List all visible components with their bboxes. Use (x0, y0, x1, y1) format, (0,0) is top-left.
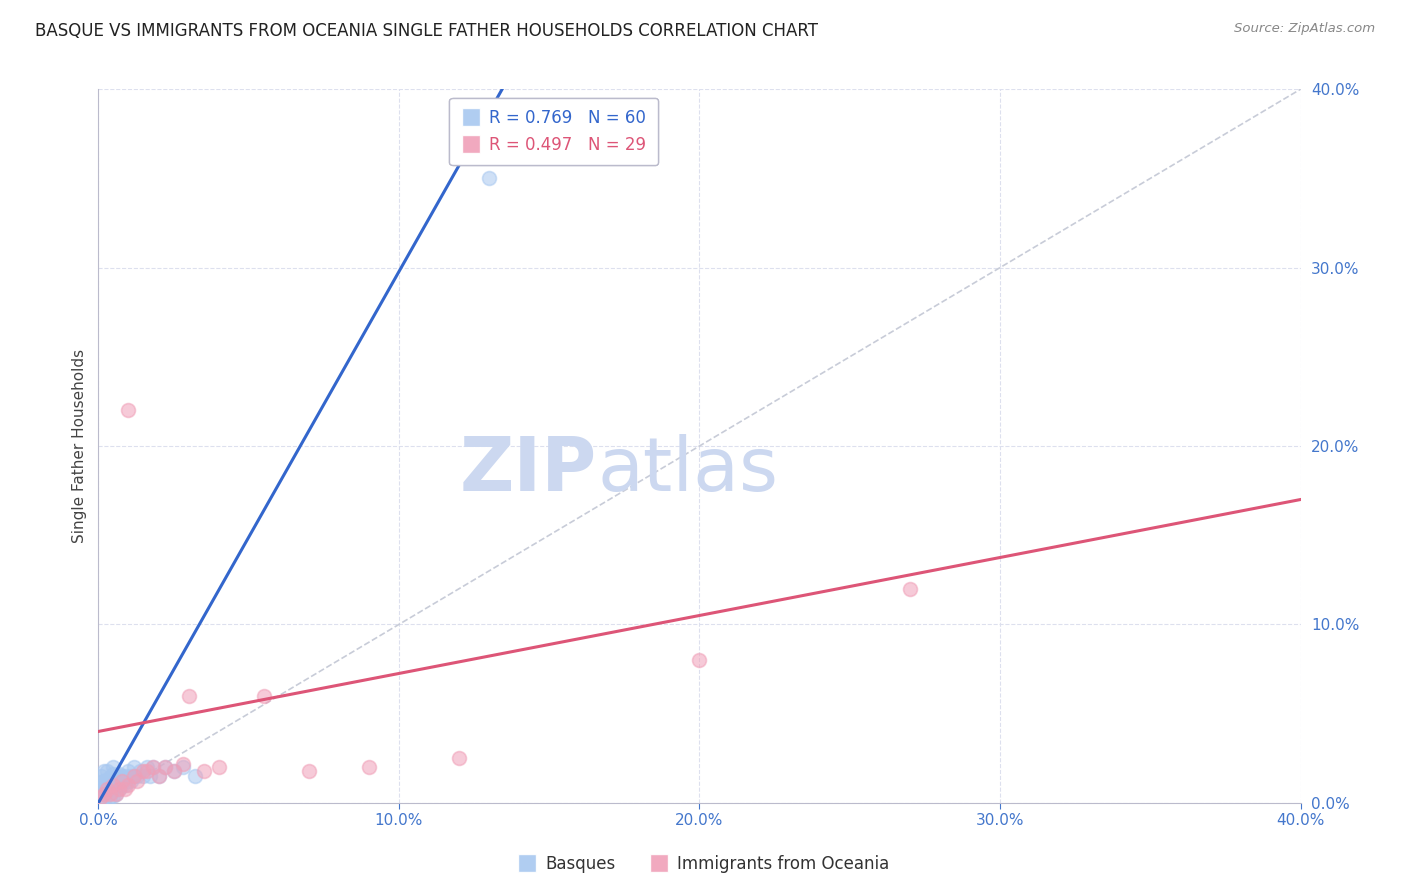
Point (124, 769, 146, 783)
Point (105, 780, 128, 794)
Point (162, 764, 184, 778)
Point (135, 760, 157, 774)
Point (97, 785, 120, 799)
Text: ZIP: ZIP (460, 434, 598, 508)
Point (117, 774, 139, 789)
Point (108, 774, 131, 789)
Point (91, 774, 114, 789)
Point (298, 764, 321, 778)
Point (117, 778, 139, 792)
Point (127, 774, 149, 789)
Text: atlas: atlas (598, 434, 779, 508)
Point (96, 781, 118, 796)
Point (90, 778, 112, 792)
Point (447, 751, 470, 765)
Point (478, 171, 501, 186)
Point (94, 789, 117, 803)
Point (96, 764, 118, 778)
Point (112, 774, 135, 789)
Point (104, 778, 127, 792)
Point (111, 778, 134, 792)
Point (108, 781, 131, 796)
Point (153, 760, 176, 774)
Point (117, 403, 139, 417)
Point (121, 769, 143, 783)
Point (253, 689, 276, 703)
Point (107, 774, 129, 789)
Point (96, 787, 118, 801)
Point (111, 769, 134, 783)
Point (111, 774, 134, 789)
Point (148, 769, 170, 783)
Point (90, 781, 112, 796)
Point (93, 781, 115, 796)
Point (105, 787, 128, 801)
Point (93, 787, 115, 801)
Point (91, 790, 114, 805)
Point (97, 771, 120, 785)
Legend: R = 0.769   N = 60, R = 0.497   N = 29: R = 0.769 N = 60, R = 0.497 N = 29 (450, 97, 658, 165)
Point (100, 783, 122, 797)
Point (141, 760, 163, 774)
Point (132, 764, 155, 778)
Point (898, 582, 921, 596)
Point (357, 760, 380, 774)
Point (100, 778, 122, 792)
Point (90, 769, 112, 783)
Point (93, 774, 115, 789)
Point (114, 778, 136, 792)
Point (138, 769, 160, 783)
Point (135, 764, 157, 778)
Point (208, 760, 231, 774)
Point (148, 769, 170, 783)
Point (689, 653, 711, 667)
Point (103, 760, 125, 774)
Point (89, 787, 111, 801)
Point (103, 789, 125, 803)
Point (114, 769, 136, 783)
Point (110, 771, 132, 785)
Point (101, 785, 124, 799)
Point (124, 769, 146, 783)
Point (105, 769, 128, 783)
Point (172, 760, 194, 774)
Point (103, 767, 125, 781)
Point (193, 764, 215, 778)
Point (177, 689, 200, 703)
Point (114, 781, 136, 796)
Point (96, 774, 118, 789)
Point (117, 764, 139, 778)
Point (183, 769, 205, 783)
Point (172, 756, 194, 771)
Point (94, 778, 117, 792)
Text: BASQUE VS IMMIGRANTS FROM OCEANIA SINGLE FATHER HOUSEHOLDS CORRELATION CHART: BASQUE VS IMMIGRANTS FROM OCEANIA SINGLE… (35, 22, 818, 40)
Point (127, 769, 149, 783)
Y-axis label: Single Father Households: Single Father Households (72, 349, 87, 543)
Point (108, 781, 131, 796)
Point (103, 781, 125, 796)
Point (121, 774, 143, 789)
Point (132, 769, 155, 783)
Point (101, 774, 124, 789)
Point (103, 774, 125, 789)
Point (96, 781, 118, 796)
Point (105, 787, 128, 801)
Point (124, 760, 146, 774)
Point (100, 787, 122, 801)
Point (93, 764, 115, 778)
Point (108, 767, 131, 781)
Text: Source: ZipAtlas.com: Source: ZipAtlas.com (1234, 22, 1375, 36)
Point (90, 790, 112, 805)
Point (141, 760, 163, 774)
Point (153, 760, 176, 774)
Point (103, 778, 125, 792)
Point (129, 764, 152, 778)
Point (93, 787, 115, 801)
Point (100, 790, 122, 805)
Legend: Basques, Immigrants from Oceania: Basques, Immigrants from Oceania (510, 848, 896, 880)
Point (162, 764, 184, 778)
